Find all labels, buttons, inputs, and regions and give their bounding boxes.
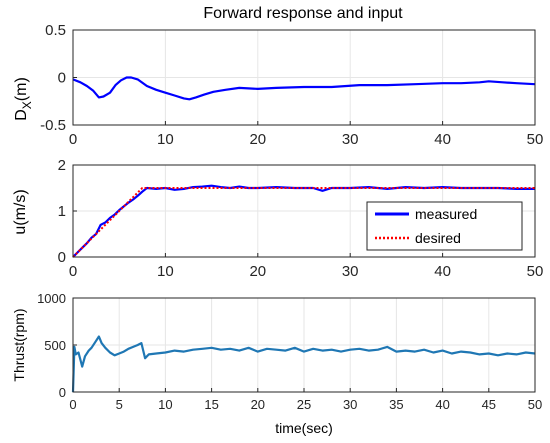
legend-box bbox=[366, 201, 523, 251]
x-tick-label: 30 bbox=[343, 397, 357, 412]
series-line-series-0 bbox=[71, 335, 536, 393]
y-tick-label: 0 bbox=[58, 70, 66, 87]
panel1-ylabel: DX(m) bbox=[13, 77, 34, 121]
legend: measured desired bbox=[366, 201, 523, 251]
panel2-ylabel: u(m/s) bbox=[12, 189, 29, 234]
x-tick-label: 10 bbox=[157, 131, 174, 148]
x-tick-label: 35 bbox=[389, 397, 403, 412]
series-line-measured bbox=[72, 184, 535, 258]
x-tick-label: 0 bbox=[69, 397, 76, 412]
x-tick-label: 0 bbox=[69, 263, 77, 280]
y-tick-label: 1000 bbox=[37, 291, 66, 306]
y-tick-label: 0 bbox=[58, 249, 66, 266]
y-tick-label: 2 bbox=[58, 157, 66, 174]
series-line-series-0 bbox=[72, 76, 536, 101]
panel1-ylabel-unit: (m) bbox=[13, 77, 30, 101]
axes-box bbox=[72, 29, 536, 126]
x-tick-label: 10 bbox=[157, 263, 174, 280]
x-tick-label: 10 bbox=[158, 397, 172, 412]
panel1-ylabel-sub: X bbox=[20, 101, 34, 109]
x-tick-label: 30 bbox=[342, 131, 359, 148]
axes-box bbox=[72, 297, 536, 393]
series-line-desired bbox=[72, 187, 535, 258]
y-tick-label: -0.5 bbox=[40, 117, 66, 134]
x-tick-label: 40 bbox=[435, 397, 449, 412]
x-tick-label: 50 bbox=[527, 131, 544, 148]
x-tick-label: 20 bbox=[249, 263, 266, 280]
x-tick-label: 20 bbox=[249, 131, 266, 148]
legend-label-measured: measured bbox=[415, 206, 477, 222]
axes-box bbox=[72, 164, 536, 258]
x-tick-label: 0 bbox=[69, 131, 77, 148]
x-tick-label: 20 bbox=[251, 397, 265, 412]
y-tick-label: 1 bbox=[58, 203, 66, 220]
chart-title: Forward response and input bbox=[203, 5, 403, 22]
panel-displacement: 0 10 20 30 40 50-0.500.5 bbox=[40, 22, 543, 148]
y-tick-label: 0.5 bbox=[45, 22, 66, 39]
x-tick-label: 25 bbox=[297, 397, 311, 412]
y-tick-label: 500 bbox=[44, 338, 66, 353]
x-tick-label: 50 bbox=[527, 263, 544, 280]
panel3-ylabel: Thrust(rpm) bbox=[11, 308, 27, 381]
x-tick-label: 15 bbox=[204, 397, 218, 412]
y-tick-label: 0 bbox=[59, 385, 66, 400]
x-tick-label: 40 bbox=[434, 263, 451, 280]
panel-velocity: 0 10 20 30 40 50 0 1 2 measured desired bbox=[58, 157, 544, 280]
legend-label-desired: desired bbox=[415, 230, 461, 246]
panel3-xlabel: time(sec) bbox=[275, 420, 333, 436]
x-tick-label: 5 bbox=[116, 397, 123, 412]
x-tick-label: 50 bbox=[528, 397, 542, 412]
x-tick-label: 45 bbox=[482, 397, 496, 412]
x-tick-label: 40 bbox=[434, 131, 451, 148]
x-tick-label: 30 bbox=[342, 263, 359, 280]
panel1-ylabel-main: D bbox=[13, 109, 30, 121]
